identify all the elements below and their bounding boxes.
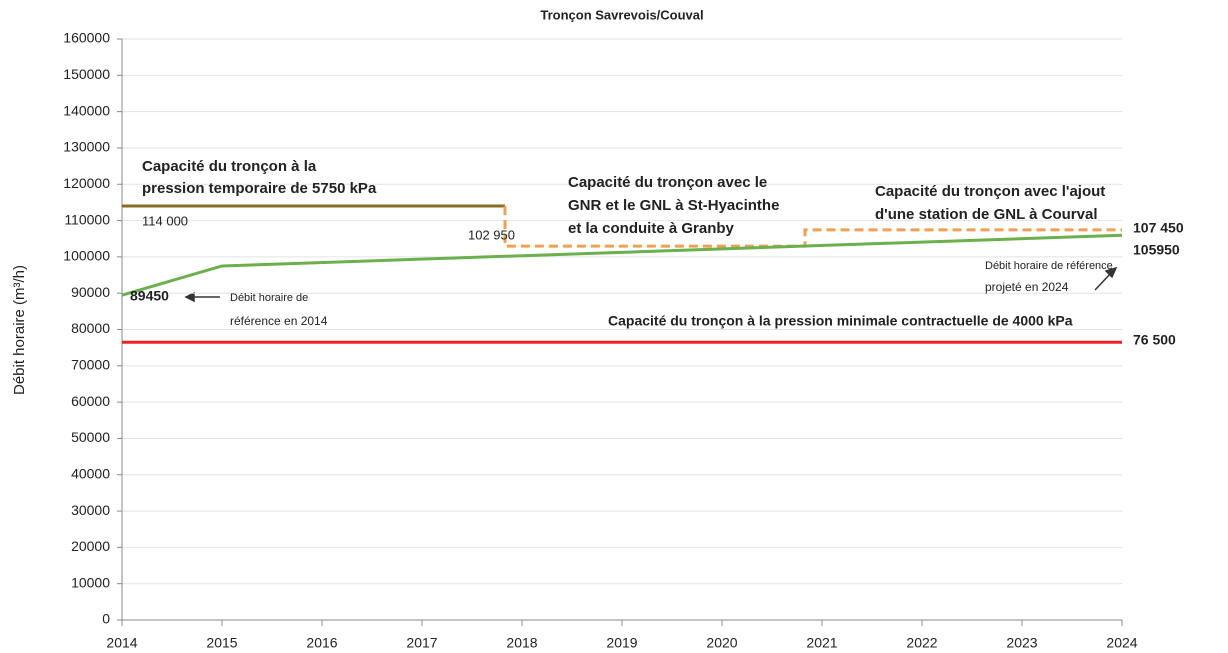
- value-label: 114 000: [142, 213, 188, 228]
- x-tick-label: 2020: [706, 635, 737, 651]
- y-tick-label: 160000: [63, 30, 110, 46]
- x-tick-label: 2021: [806, 635, 837, 651]
- chart-title: Tronçon Savrevois/Couval: [540, 7, 703, 22]
- annotation: d'une station de GNL à Courval: [875, 206, 1098, 223]
- arrow-head: [1104, 266, 1118, 279]
- x-tick-label: 2015: [206, 635, 237, 651]
- y-tick-label: 40000: [71, 465, 110, 481]
- arrows: [184, 266, 1118, 303]
- x-tick-label: 2016: [306, 635, 337, 651]
- annotation: projeté en 2024: [985, 280, 1069, 294]
- x-tick-label: 2018: [506, 635, 537, 651]
- y-tick-label: 140000: [63, 102, 110, 118]
- y-tick-label: 10000: [71, 574, 110, 590]
- y-tick-label: 20000: [71, 538, 110, 554]
- y-tick-label: 60000: [71, 393, 110, 409]
- annotation: pression temporaire de 5750 kPa: [142, 180, 377, 197]
- y-tick-label: 100000: [63, 248, 110, 264]
- value-label: 105950: [1133, 242, 1180, 258]
- y-tick-label: 150000: [63, 66, 110, 82]
- value-label: 102 950: [468, 227, 515, 242]
- y-tick-label: 90000: [71, 284, 110, 300]
- value-label: 89450: [130, 288, 169, 304]
- y-tick-label: 70000: [71, 357, 110, 373]
- y-tick-label: 50000: [71, 429, 110, 445]
- y-axis-label: Débit horaire (m³/h): [11, 265, 28, 395]
- value-label: 76 500: [1133, 332, 1176, 348]
- annotation: Capacité du tronçon à la: [142, 158, 317, 175]
- x-tick-label: 2019: [606, 635, 637, 651]
- y-tick-label: 120000: [63, 175, 110, 191]
- x-tick-label: 2023: [1006, 635, 1037, 651]
- arrow-head: [184, 291, 195, 303]
- annotation: référence en 2014: [230, 314, 328, 328]
- annotation: Capacité du tronçon avec le: [568, 174, 767, 191]
- y-tick-label: 0: [102, 611, 110, 627]
- annotation: GNR et le GNL à St-Hyacinthe: [568, 197, 779, 214]
- annotation: Capacité du tronçon à la pression minima…: [608, 313, 1073, 329]
- annotation: Capacité du tronçon avec l'ajout: [875, 183, 1105, 200]
- value-label: 107 450: [1133, 220, 1184, 236]
- annotation: et la conduite à Granby: [568, 220, 735, 237]
- x-tick-label: 2024: [1106, 635, 1137, 651]
- y-tick-label: 110000: [64, 211, 110, 227]
- annotation: Débit horaire de référence: [985, 260, 1113, 272]
- x-tick-label: 2014: [106, 635, 137, 651]
- series-line: [121, 233, 1123, 297]
- annotation: Débit horaire de: [230, 292, 308, 304]
- y-tick-label: 30000: [71, 502, 110, 518]
- x-tick-label: 2017: [406, 635, 437, 651]
- x-tick-label: 2022: [906, 635, 937, 651]
- y-tick-label: 130000: [63, 139, 110, 155]
- y-tick-label: 80000: [71, 320, 110, 336]
